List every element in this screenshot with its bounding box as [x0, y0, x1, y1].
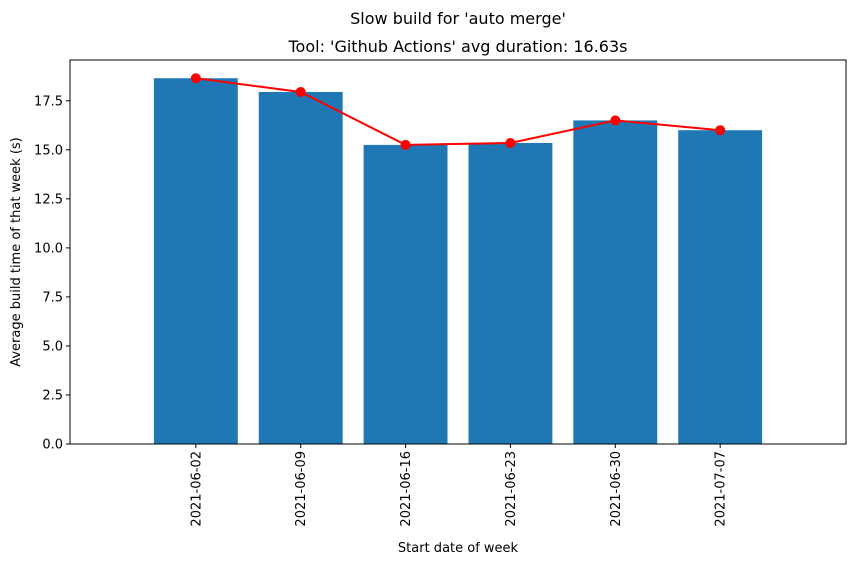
x-tick-label: 2021-07-07 — [714, 451, 729, 527]
bar-2021-07-07 — [678, 130, 763, 444]
chart-suptitle: Slow build for 'auto merge' — [350, 9, 566, 28]
x-tick-label: 2021-06-02 — [189, 451, 204, 527]
y-tick-label: 12.5 — [34, 192, 63, 207]
trend-point-2021-06-30 — [610, 115, 621, 126]
y-tick-label: 7.5 — [42, 290, 63, 305]
axes-frame — [69, 59, 847, 445]
trend-point-2021-06-16 — [400, 139, 411, 150]
bar-2021-06-23 — [468, 142, 553, 444]
plot-area: 0.0 2.5 5.0 7.5 10.0 12.5 15.0 17.5 2021-06-02 20… — [34, 59, 847, 527]
chart-title: Tool: 'Github Actions' avg duration: 16.… — [288, 37, 628, 56]
trend-point-2021-06-02 — [190, 73, 201, 84]
y-tick-label: 2.5 — [42, 388, 63, 403]
x-axis-label: Start date of week — [398, 541, 519, 556]
y-tick-label: 15.0 — [34, 143, 63, 158]
y-tick-label: 0.0 — [42, 438, 63, 453]
bar-2021-06-09 — [258, 91, 343, 444]
x-tick-label: 2021-06-09 — [294, 451, 309, 527]
trend-point-2021-07-07 — [715, 125, 726, 136]
bar-2021-06-02 — [153, 78, 238, 445]
y-axis-label: Average build time of that week (s) — [9, 137, 24, 367]
x-tick-label: 2021-06-16 — [399, 451, 414, 527]
y-tick-label: 10.0 — [34, 241, 63, 256]
bar-2021-06-30 — [573, 120, 658, 445]
trend-point-2021-06-09 — [295, 86, 306, 97]
x-tick-label: 2021-06-23 — [504, 451, 519, 527]
x-tick-label: 2021-06-30 — [609, 451, 624, 527]
trend-point-2021-06-23 — [505, 137, 516, 148]
y-tick-label: 5.0 — [42, 339, 63, 354]
y-tick-label: 17.5 — [34, 94, 63, 109]
bar-2021-06-16 — [363, 144, 448, 444]
trend-line — [195, 77, 721, 146]
